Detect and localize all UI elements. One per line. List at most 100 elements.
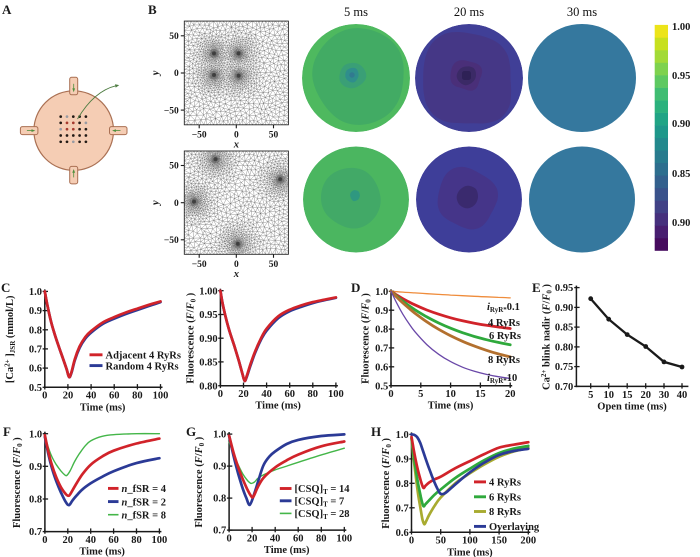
svg-text:40: 40	[677, 390, 688, 401]
svg-text:0.80: 0.80	[199, 381, 217, 392]
svg-text:Time (ms): Time (ms)	[428, 401, 474, 412]
svg-text:20: 20	[505, 389, 516, 400]
svg-text:Time (ms): Time (ms)	[447, 547, 493, 557]
svg-text:0: 0	[388, 389, 393, 400]
svg-text:0: 0	[234, 130, 239, 140]
svg-text:0.7: 0.7	[29, 345, 42, 356]
svg-text:1.00: 1.00	[199, 286, 217, 297]
svg-text:[CSQ]T = 28: [CSQ]T = 28	[295, 509, 350, 521]
svg-text:0.5: 0.5	[375, 381, 388, 392]
svg-text:y: y	[150, 200, 161, 207]
svg-text:50: 50	[169, 32, 179, 42]
svg-text:[Ca2+ ]JSR (mmol/L): [Ca2+ ]JSR (mmol/L)	[4, 295, 18, 383]
svg-text:0.90: 0.90	[672, 119, 690, 130]
svg-text:0.6: 0.6	[29, 364, 42, 375]
svg-text:5: 5	[588, 390, 593, 401]
svg-text:4 RyRs: 4 RyRs	[488, 318, 520, 329]
svg-text:0.7: 0.7	[29, 527, 42, 538]
svg-text:15: 15	[475, 389, 486, 400]
svg-text:A: A	[2, 2, 12, 17]
svg-text:Time (ms): Time (ms)	[79, 547, 125, 557]
svg-text:n_fSR = 2: n_fSR = 2	[122, 497, 167, 508]
svg-text:0: 0	[42, 391, 47, 402]
svg-text:20 ms: 20 ms	[454, 5, 484, 19]
svg-text:0.9: 0.9	[396, 454, 409, 465]
svg-text:iRyR*10: iRyR*10	[487, 373, 517, 385]
svg-text:Fluorescence (F/F0 ): Fluorescence (F/F0 )	[12, 437, 24, 528]
svg-text:Fluorescence (F/F0 ): Fluorescence (F/F0 )	[194, 436, 206, 527]
svg-text:0.8: 0.8	[29, 495, 42, 506]
svg-text:−50: −50	[164, 236, 179, 246]
svg-text:0.90: 0.90	[555, 303, 573, 314]
svg-text:1.0: 1.0	[29, 287, 42, 298]
svg-text:40: 40	[270, 533, 281, 544]
svg-text:50: 50	[269, 260, 279, 270]
svg-text:Adjacent 4 RyRs: Adjacent 4 RyRs	[106, 351, 181, 362]
svg-text:60: 60	[109, 391, 120, 402]
svg-text:F: F	[3, 424, 11, 439]
svg-text:50: 50	[435, 536, 446, 547]
svg-text:80: 80	[131, 535, 142, 546]
svg-text:200: 200	[520, 536, 536, 547]
svg-text:0.80: 0.80	[555, 342, 573, 353]
svg-text:Time (ms): Time (ms)	[255, 401, 301, 412]
svg-text:0.5: 0.5	[29, 383, 42, 394]
svg-text:50: 50	[169, 162, 179, 172]
svg-text:0.7: 0.7	[396, 503, 409, 514]
svg-text:0.9: 0.9	[29, 306, 42, 317]
svg-text:0.6: 0.6	[396, 528, 409, 539]
svg-text:1.0: 1.0	[396, 430, 409, 441]
svg-text:0.95: 0.95	[199, 310, 217, 321]
svg-text:1.0: 1.0	[375, 287, 388, 298]
svg-text:[CSQ]T = 14: [CSQ]T = 14	[295, 484, 351, 496]
svg-text:G: G	[186, 424, 196, 439]
svg-text:10: 10	[603, 390, 614, 401]
svg-text:100: 100	[328, 389, 344, 400]
svg-text:0.8: 0.8	[396, 479, 409, 490]
svg-text:150: 150	[491, 536, 507, 547]
svg-text:0.8: 0.8	[213, 494, 226, 505]
svg-text:40: 40	[261, 389, 272, 400]
svg-text:0.6: 0.6	[375, 362, 388, 373]
svg-text:0.9: 0.9	[375, 306, 388, 317]
svg-text:0.90: 0.90	[672, 218, 690, 229]
svg-text:30: 30	[659, 390, 670, 401]
svg-text:y: y	[150, 70, 161, 77]
svg-text:0.85: 0.85	[672, 169, 690, 180]
svg-text:−50: −50	[192, 130, 207, 140]
svg-text:0.95: 0.95	[555, 283, 573, 294]
svg-text:Fluorescence (F/F0 ): Fluorescence (F/F0 )	[186, 292, 198, 383]
svg-text:Random 4 RyRs: Random 4 RyRs	[106, 361, 179, 372]
svg-text:0.7: 0.7	[375, 344, 388, 355]
svg-text:20: 20	[247, 533, 258, 544]
svg-text:D: D	[351, 280, 360, 295]
svg-text:0: 0	[174, 69, 179, 79]
svg-text:0.70: 0.70	[555, 382, 573, 393]
svg-text:20: 20	[238, 389, 249, 400]
svg-text:[CSQ]T = 7: [CSQ]T = 7	[295, 497, 345, 509]
svg-text:0.95: 0.95	[672, 71, 690, 82]
svg-text:40: 40	[85, 535, 96, 546]
svg-text:5: 5	[418, 389, 423, 400]
svg-text:6 RyRs: 6 RyRs	[489, 331, 521, 342]
svg-text:4 RyRs: 4 RyRs	[489, 478, 521, 489]
svg-text:20: 20	[640, 390, 651, 401]
svg-text:5 ms: 5 ms	[344, 5, 368, 19]
svg-text:0.90: 0.90	[199, 334, 217, 345]
svg-text:40: 40	[86, 391, 97, 402]
svg-text:60: 60	[108, 535, 119, 546]
svg-text:Open time (ms): Open time (ms)	[597, 401, 667, 412]
svg-text:0: 0	[174, 199, 179, 209]
svg-text:1.0: 1.0	[213, 430, 226, 441]
svg-text:100: 100	[152, 535, 168, 546]
svg-text:Overlaying: Overlaying	[489, 522, 540, 533]
svg-text:0: 0	[218, 389, 223, 400]
svg-text:80: 80	[308, 389, 319, 400]
svg-text:Ca2+ blink nadir (F/F0 ): Ca2+ blink nadir (F/F0 )	[540, 284, 554, 390]
svg-text:0.85: 0.85	[199, 358, 217, 369]
svg-text:8 RyRs: 8 RyRs	[488, 355, 520, 366]
svg-text:Time (ms): Time (ms)	[264, 545, 310, 556]
svg-text:E: E	[532, 280, 541, 295]
svg-text:C: C	[1, 280, 10, 295]
svg-text:100: 100	[153, 391, 169, 402]
